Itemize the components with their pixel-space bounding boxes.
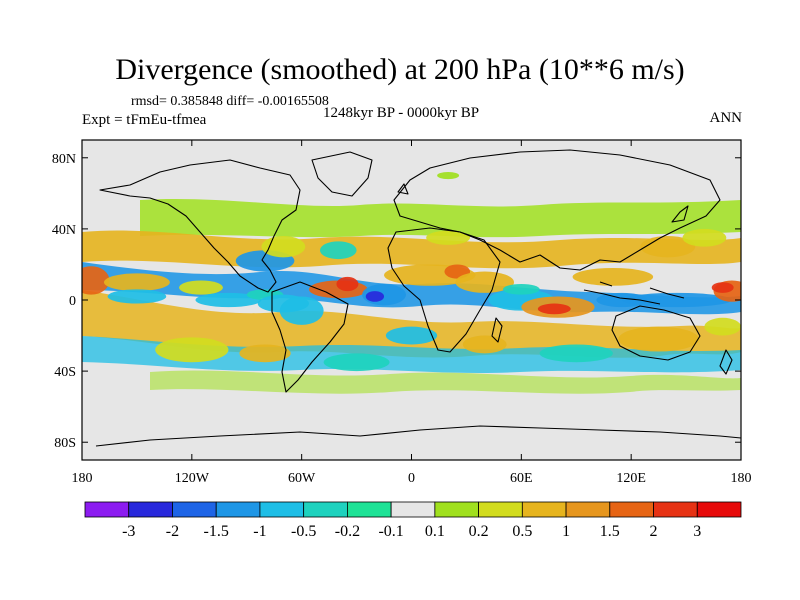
coastline-madagascar	[491, 317, 503, 343]
season-label: ANN	[709, 110, 743, 126]
field-blob-25	[682, 228, 727, 247]
colorbar-label: -1	[253, 523, 266, 540]
field-blob-9	[336, 276, 359, 292]
field-blob-2	[107, 289, 167, 304]
lon-tick-label: 120E	[616, 471, 646, 486]
colorbar-box-3	[215, 501, 261, 518]
colorbar: -3 -2 -1.5 -1 -0.5 -0.2 -0.1 0.1 0.2 0.5 1 1.5 2 3	[84, 501, 742, 540]
colorbar-label: 0.5	[512, 523, 532, 540]
experiment-label: Expt = tFmEu-tfmea	[82, 112, 207, 128]
field-blob-23	[711, 282, 734, 293]
field-blob-31	[261, 236, 306, 258]
field-band-north-green	[140, 198, 741, 238]
field-band-southern-orange	[82, 290, 741, 358]
field-blob-33	[426, 230, 471, 245]
lon-tick-label: 120W	[175, 471, 210, 486]
colorbar-label: -1.5	[204, 523, 229, 540]
field-blob-11	[365, 291, 385, 302]
field-blob-28	[155, 337, 229, 363]
field-blob-19	[572, 268, 654, 286]
colorbar-box-0	[84, 501, 130, 518]
coastline-new-zealand	[719, 349, 733, 375]
divergence-field-blobs	[82, 172, 741, 372]
colorbar-box-10	[521, 501, 567, 518]
coastline-antarctica	[95, 425, 741, 447]
colorbar-label: -0.1	[378, 523, 403, 540]
lat-tick-label: 0	[69, 294, 76, 309]
field-blob-26	[618, 326, 699, 352]
colorbar-box-2	[172, 501, 217, 518]
colorbar-label: -3	[122, 523, 135, 540]
colorbar-label: 1.5	[600, 523, 620, 540]
colorbar-box-8	[434, 501, 480, 518]
field-blob-7	[279, 296, 324, 325]
colorbar-label: -2	[166, 523, 179, 540]
period-label: 1248kyr BP - 0000kyr BP	[323, 105, 480, 121]
lat-tick-label: 40N	[52, 223, 76, 238]
coastline-indonesia	[583, 281, 685, 305]
coastline-greenland	[311, 151, 373, 197]
colorbar-label: 2	[650, 523, 658, 540]
colorbar-box-14	[696, 501, 742, 518]
colorbar-label: 0.1	[425, 523, 445, 540]
field-blob-37	[539, 344, 613, 363]
field-blob-38	[437, 172, 460, 180]
lat-tick-label: 80S	[54, 436, 76, 451]
lon-tick-label: 180	[731, 471, 752, 486]
colorbar-label: 0.2	[469, 523, 489, 540]
lat-tick-label: 40S	[54, 365, 76, 380]
colorbar-label: -0.2	[335, 523, 360, 540]
colorbar-label: 1	[562, 523, 570, 540]
page-title: Divergence (smoothed) at 200 hPa (10**6 …	[115, 53, 685, 86]
field-blob-4	[195, 292, 262, 308]
colorbar-label: 3	[693, 523, 701, 540]
lat-tick-label: 80N	[52, 152, 76, 167]
field-blob-35	[385, 326, 438, 345]
field-band-southern-cyan	[82, 336, 741, 373]
colorbar-box-11	[565, 501, 611, 518]
field-blob-3	[179, 280, 223, 295]
lon-tick-label: 60E	[510, 471, 533, 486]
coastline-south-america	[271, 281, 349, 393]
field-blob-14	[455, 271, 515, 293]
field-blob-27	[704, 317, 741, 336]
colorbar-box-12	[609, 501, 654, 518]
field-blob-36	[323, 353, 390, 372]
colorbar-box-1	[128, 501, 173, 518]
coastline-africa	[387, 227, 501, 353]
coastlines	[95, 149, 741, 447]
colorbar-box-6	[346, 501, 392, 518]
field-blob-21	[622, 292, 732, 308]
field-blob-0	[82, 266, 110, 295]
lon-tick-label: 180	[72, 471, 93, 486]
field-blob-18	[537, 303, 571, 315]
field-blob-32	[319, 241, 357, 260]
coastline-british-isles	[397, 183, 409, 195]
stats-annotation: rmsd= 0.385848 diff= -0.00165508	[131, 94, 329, 109]
map-axis-ticks: 180 120W 60W 0 60E 120E 180 80N 40N 0 40S 80S	[52, 140, 752, 486]
colorbar-box-7	[390, 501, 436, 518]
field-blob-16	[503, 284, 540, 295]
field-blob-29	[239, 344, 291, 363]
colorbar-box-9	[478, 501, 523, 518]
field-blob-34	[462, 335, 507, 354]
lon-tick-label: 0	[408, 471, 415, 486]
lon-tick-label: 60W	[288, 471, 316, 486]
coastline-australia	[611, 305, 701, 361]
field-blob-1	[103, 273, 170, 292]
colorbar-label: -0.5	[291, 523, 316, 540]
colorbar-box-5	[303, 501, 348, 518]
colorbar-box-4	[259, 501, 305, 518]
coastline-japan	[671, 205, 689, 223]
coastline-north-america	[99, 159, 301, 293]
field-band-south-green	[150, 370, 741, 394]
divergence-field-bands	[82, 198, 741, 394]
colorbar-box-13	[653, 501, 698, 518]
